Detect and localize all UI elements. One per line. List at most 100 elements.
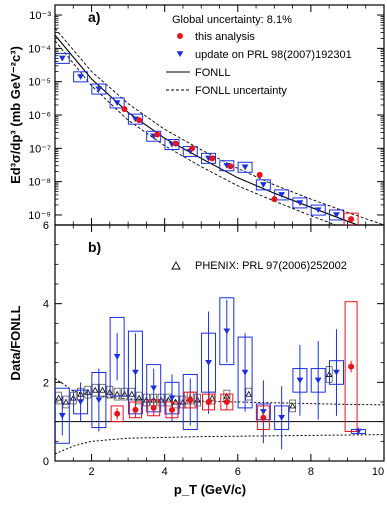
red-point xyxy=(150,404,157,411)
blue-point xyxy=(113,354,121,360)
phenix-point xyxy=(113,390,121,397)
blue-sys-box xyxy=(219,160,235,172)
legend-label: this analysis xyxy=(195,31,255,43)
x-tick-label: 4 xyxy=(162,466,168,478)
phenix-point xyxy=(135,394,143,401)
phenix-legend-marker xyxy=(171,261,181,270)
fonll-lower-curve xyxy=(55,40,337,225)
phenix-sys-box xyxy=(91,383,99,397)
blue-point xyxy=(259,182,267,188)
blue-sys-box xyxy=(292,197,308,209)
blue-sys-box xyxy=(274,189,290,201)
blue-point xyxy=(241,164,249,171)
bottom-y-tick-label: 2 xyxy=(43,377,49,389)
blue-point xyxy=(278,192,286,198)
blue-point xyxy=(95,86,103,93)
bottom-y-tick-label: 4 xyxy=(43,299,49,311)
blue-point xyxy=(278,415,286,421)
red-point xyxy=(136,117,143,124)
red-sys-box xyxy=(110,405,124,423)
red-point xyxy=(271,196,278,203)
red-sys-box xyxy=(256,405,270,431)
blue-sys-box xyxy=(127,113,143,125)
red-point xyxy=(168,406,175,413)
phenix-point xyxy=(128,390,136,397)
red-sys-box xyxy=(344,301,358,433)
red-point xyxy=(209,155,216,162)
red-point xyxy=(114,410,121,417)
blue-point xyxy=(333,369,340,376)
legend: this analysis update on PRL 98(2007)19230… xyxy=(166,31,352,97)
blue-point xyxy=(333,212,340,219)
red-point xyxy=(205,399,212,405)
blue-point xyxy=(314,207,322,214)
red-point xyxy=(348,363,355,370)
red-point xyxy=(223,399,230,405)
blue-sys-box xyxy=(310,204,326,216)
blue-point xyxy=(58,413,66,419)
blue-sys-box xyxy=(219,297,235,366)
blue-point xyxy=(205,359,212,366)
phenix-point xyxy=(245,390,253,397)
blue-point xyxy=(150,385,158,392)
red-point xyxy=(132,406,139,413)
blue-point xyxy=(296,200,304,206)
blue-sys-box xyxy=(237,161,253,173)
fonll-band-upper xyxy=(55,377,384,406)
blue-sys-box xyxy=(109,97,125,109)
blue-point xyxy=(223,328,231,335)
blue-point xyxy=(58,55,66,62)
phenix-point xyxy=(289,402,296,409)
x-axis-label: p_T (GeV/c) xyxy=(174,482,246,497)
blue-point xyxy=(113,100,121,107)
top-y-tick-label: 10⁻⁷ xyxy=(29,143,51,155)
blue-sys-box xyxy=(255,179,271,191)
x-tick-label: 6 xyxy=(235,466,241,478)
blue-point xyxy=(95,397,103,404)
red-point xyxy=(154,131,161,138)
blue-point xyxy=(296,377,304,384)
top-y-tick-label: 10⁻⁶ xyxy=(28,110,51,122)
fonll-central-curve xyxy=(55,34,360,225)
top-y-tick-label: 10⁻⁹ xyxy=(28,210,51,222)
blue-point xyxy=(314,377,322,384)
legend-red-marker xyxy=(177,33,183,39)
bottom-y-tick-label: 6 xyxy=(43,220,49,232)
top-y-tick-label: 10⁻⁴ xyxy=(28,43,51,55)
x-tick-label: 10 xyxy=(372,466,384,478)
legend-label: FONLL xyxy=(195,67,230,79)
top-y-tick-label: 10⁻⁵ xyxy=(28,77,51,89)
phenix-point xyxy=(55,394,62,401)
red-point xyxy=(172,140,179,147)
phenix-point xyxy=(99,386,106,393)
phenix-point xyxy=(208,394,216,401)
phenix-sys-box xyxy=(128,387,136,401)
red-sys-box xyxy=(343,212,359,225)
blue-point xyxy=(168,395,176,402)
top-axes: 10⁻⁹ 10⁻⁸ 10⁻⁷ 10⁻⁶ 10⁻⁵ 10⁻⁴ 10⁻³ xyxy=(28,4,384,225)
top-y-tick-label: 10⁻³ xyxy=(29,10,51,22)
fonll-upper-curve xyxy=(55,28,384,225)
blue-sys-box xyxy=(146,130,162,142)
phenix-point xyxy=(91,386,99,393)
red-point xyxy=(260,414,267,421)
legend-label: FONLL uncertainty xyxy=(195,85,287,97)
x-tick-label: 8 xyxy=(308,466,314,478)
top-y-axis-label: Ed³σ/dp³ (mb GeV⁻²c³) xyxy=(8,46,23,184)
panel-a-tag: a) xyxy=(88,9,100,25)
top-y-tick-label: 10⁻⁸ xyxy=(28,177,51,189)
blue-point xyxy=(241,369,249,376)
x-tick-label: 2 xyxy=(88,466,94,478)
global-uncertainty-note: Global uncertainty: 8.1% xyxy=(172,14,292,26)
phenix-sys-box xyxy=(113,387,121,401)
red-point xyxy=(348,216,355,223)
phenix-sys-box xyxy=(62,395,70,409)
panel-b-tag: b) xyxy=(88,239,101,255)
phenix-sys-box xyxy=(289,399,297,413)
phenix-legend-label: PHENIX: PRL 97(2006)252002 xyxy=(195,260,347,272)
blue-point xyxy=(77,399,84,406)
blue-sys-box xyxy=(73,71,89,83)
top-data-layer xyxy=(55,52,359,225)
blue-point xyxy=(132,369,139,376)
blue-sys-box xyxy=(91,83,107,95)
